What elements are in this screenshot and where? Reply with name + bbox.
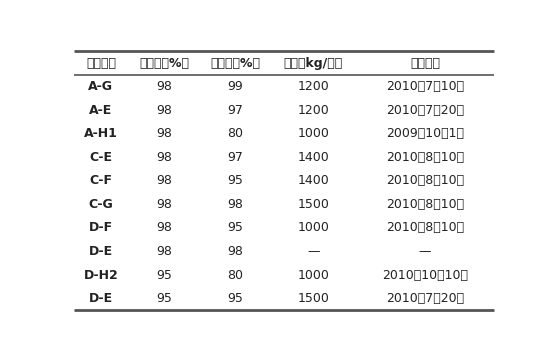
Text: 98: 98: [156, 103, 172, 117]
Text: 98: 98: [156, 245, 172, 258]
Text: A-H1: A-H1: [84, 127, 118, 140]
Text: 98: 98: [156, 198, 172, 211]
Text: 2010年7月10日: 2010年7月10日: [386, 80, 464, 93]
Text: C-E: C-E: [89, 151, 112, 164]
Text: 99: 99: [228, 80, 243, 93]
Text: 1000: 1000: [297, 268, 329, 281]
Text: 成花率（%）: 成花率（%）: [211, 57, 260, 69]
Text: 2010年7月20日: 2010年7月20日: [386, 103, 464, 117]
Text: D-E: D-E: [89, 292, 113, 305]
Text: 1500: 1500: [297, 198, 329, 211]
Text: 98: 98: [156, 80, 172, 93]
Text: 95: 95: [228, 174, 243, 187]
Text: 98: 98: [156, 127, 172, 140]
Text: A-E: A-E: [89, 103, 112, 117]
Text: C-G: C-G: [89, 198, 113, 211]
Text: 成活率（%）: 成活率（%）: [139, 57, 189, 69]
Text: 95: 95: [156, 292, 172, 305]
Text: 1000: 1000: [297, 127, 329, 140]
Text: 1400: 1400: [297, 174, 329, 187]
Text: 97: 97: [228, 103, 243, 117]
Text: 80: 80: [228, 127, 244, 140]
Text: 98: 98: [156, 151, 172, 164]
Text: 2010年8月10日: 2010年8月10日: [386, 174, 464, 187]
Text: A-G: A-G: [89, 80, 114, 93]
Text: 2010年8月10日: 2010年8月10日: [386, 151, 464, 164]
Text: 80: 80: [228, 268, 244, 281]
Text: 成熟时间: 成熟时间: [410, 57, 440, 69]
Text: D-F: D-F: [89, 221, 113, 234]
Text: C-F: C-F: [89, 174, 112, 187]
Text: 98: 98: [156, 221, 172, 234]
Text: 2010年8月10日: 2010年8月10日: [386, 221, 464, 234]
Text: 2010年10月10日: 2010年10月10日: [382, 268, 468, 281]
Text: —: —: [419, 245, 431, 258]
Text: 98: 98: [228, 245, 243, 258]
Text: 1200: 1200: [297, 80, 329, 93]
Text: D-E: D-E: [89, 245, 113, 258]
Text: 产量（kg/亩）: 产量（kg/亩）: [284, 57, 343, 69]
Text: 98: 98: [228, 198, 243, 211]
Text: 95: 95: [228, 292, 243, 305]
Text: 1500: 1500: [297, 292, 329, 305]
Text: 97: 97: [228, 151, 243, 164]
Text: 98: 98: [156, 174, 172, 187]
Text: D-H2: D-H2: [84, 268, 118, 281]
Text: 1200: 1200: [297, 103, 329, 117]
Text: —: —: [307, 245, 320, 258]
Text: 2009年10月1日: 2009年10月1日: [386, 127, 464, 140]
Text: 1000: 1000: [297, 221, 329, 234]
Text: 95: 95: [228, 221, 243, 234]
Text: 95: 95: [156, 268, 172, 281]
Text: 2010年7月20日: 2010年7月20日: [386, 292, 464, 305]
Text: 2010年8月10日: 2010年8月10日: [386, 198, 464, 211]
Text: 组合名称: 组合名称: [86, 57, 116, 69]
Text: 1400: 1400: [297, 151, 329, 164]
